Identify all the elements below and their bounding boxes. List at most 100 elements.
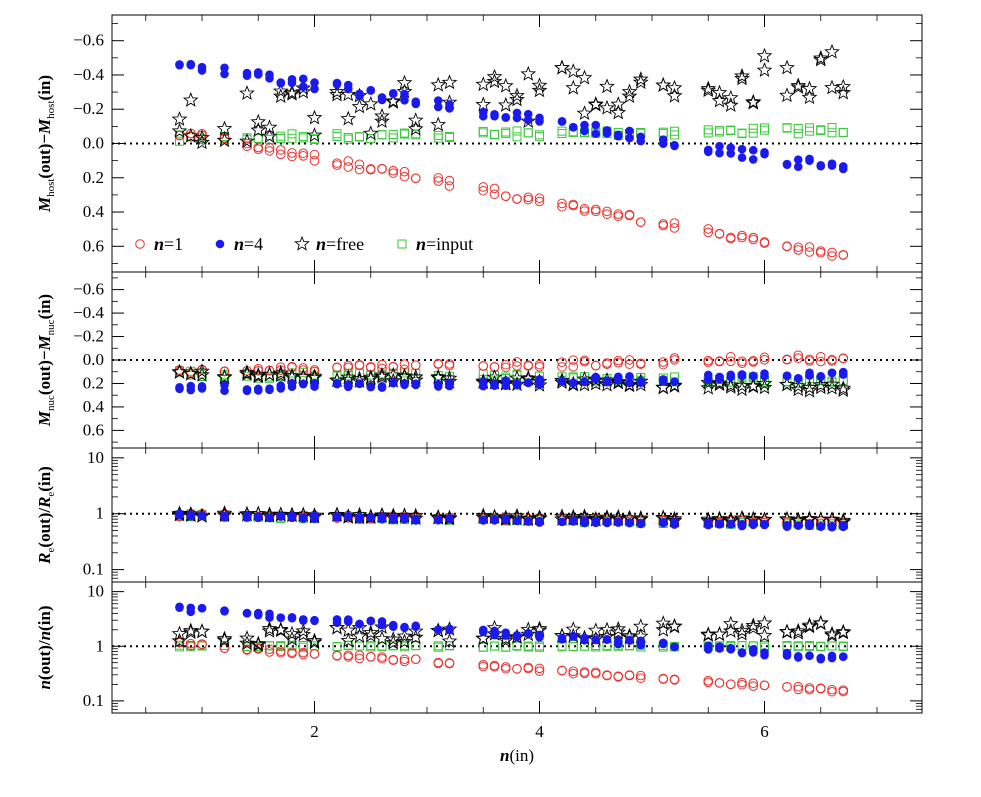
point-n1: [557, 201, 567, 212]
point-free: [756, 47, 773, 63]
point-free: [497, 96, 514, 112]
point-free: [171, 122, 188, 138]
point-input: [377, 642, 387, 652]
y-axis-title: Mhost(out)−Mhost(in): [35, 75, 57, 213]
point-n4: [737, 153, 747, 162]
point-n4: [670, 642, 679, 652]
point-free: [655, 621, 672, 637]
panel-n: 0.1 1 10 n(out)/n(in) 2 4 6 n(in): [35, 581, 923, 765]
point-free: [745, 93, 762, 109]
point-n1: [500, 359, 511, 370]
point-n1: [478, 185, 489, 196]
point-n1: [298, 151, 309, 161]
point-n4: [760, 369, 769, 378]
point-n1: [264, 146, 275, 156]
point-n1: [410, 360, 421, 371]
point-free: [272, 83, 289, 99]
point-n1: [444, 658, 455, 669]
point-n4: [478, 381, 488, 391]
point-free: [385, 92, 402, 108]
point-input: [445, 132, 454, 142]
point-n1: [759, 354, 770, 365]
point-n1: [793, 684, 804, 695]
point-free: [812, 51, 829, 67]
point-n4: [175, 60, 184, 70]
y-tick-label: 1: [96, 504, 105, 523]
point-free: [801, 80, 818, 96]
point-n4: [580, 377, 589, 386]
point-n4: [490, 381, 499, 391]
point-free: [509, 91, 525, 107]
series-free-nuc: [171, 363, 852, 398]
point-n1: [489, 189, 500, 200]
point-n4: [748, 155, 758, 164]
point-input: [557, 126, 567, 136]
point-free: [216, 630, 233, 646]
point-n1: [410, 654, 421, 664]
point-n1: [669, 675, 680, 685]
point-n4: [816, 372, 826, 381]
point-n1: [354, 650, 365, 661]
point-free: [430, 76, 447, 92]
panel-nuc: −0.6 −0.4 −0.2 0.0 0.2 0.4 0.6 Mnuc(out)−Mnuc(i…: [35, 271, 923, 449]
point-n4: [332, 618, 342, 628]
panel-host: −0.6 −0.4 −0.2 0.0 0.2 0.4 0.6 Mhost(out)−Mhost…: [35, 14, 923, 273]
point-n4: [748, 145, 758, 155]
point-n1: [557, 357, 567, 367]
point-input: [343, 368, 353, 378]
point-free: [587, 96, 604, 111]
point-n4: [737, 371, 747, 381]
point-free: [824, 79, 840, 95]
point-free: [250, 635, 267, 651]
point-n4: [242, 68, 252, 78]
point-free: [239, 630, 255, 646]
point-input: [523, 128, 533, 138]
point-n1: [444, 359, 455, 369]
point-free: [306, 109, 323, 125]
point-n4: [793, 162, 803, 171]
point-n1: [298, 148, 309, 159]
series-n1-host: [174, 128, 849, 261]
point-n1: [523, 192, 534, 203]
point-n4: [343, 382, 353, 392]
point-free: [306, 632, 323, 648]
point-n1: [827, 686, 837, 697]
point-input: [355, 132, 364, 142]
point-n1: [354, 653, 365, 664]
point-n4: [253, 68, 263, 77]
point-n1: [512, 357, 522, 367]
point-free: [587, 96, 604, 112]
point-n1: [478, 661, 489, 672]
point-n4: [490, 626, 499, 636]
point-input: [501, 642, 511, 652]
point-free: [194, 134, 210, 150]
series-n4-host: [175, 59, 848, 174]
point-input: [276, 641, 286, 651]
point-free: [700, 82, 717, 98]
point-n4: [501, 113, 511, 122]
point-input: [805, 126, 814, 136]
point-input: [782, 123, 792, 133]
legend-symbol-n4: [215, 239, 225, 249]
point-free: [531, 82, 548, 98]
point-n1: [365, 164, 376, 175]
point-n1: [489, 661, 500, 672]
point-n4: [715, 141, 724, 151]
point-n1: [568, 668, 579, 679]
point-n4: [197, 603, 207, 613]
point-n4: [253, 513, 263, 522]
point-n1: [388, 165, 399, 176]
point-n1: [782, 682, 792, 692]
point-n1: [590, 204, 601, 215]
point-n4: [793, 374, 803, 383]
point-n4: [636, 376, 646, 386]
point-free: [554, 59, 570, 75]
y-tick-label: 0.0: [83, 350, 104, 369]
point-n4: [805, 651, 814, 661]
point-n4: [490, 111, 499, 121]
point-n4: [298, 82, 308, 91]
point-n4: [703, 518, 713, 527]
point-n4: [433, 96, 443, 105]
point-free: [306, 127, 323, 143]
point-n1: [365, 164, 376, 174]
